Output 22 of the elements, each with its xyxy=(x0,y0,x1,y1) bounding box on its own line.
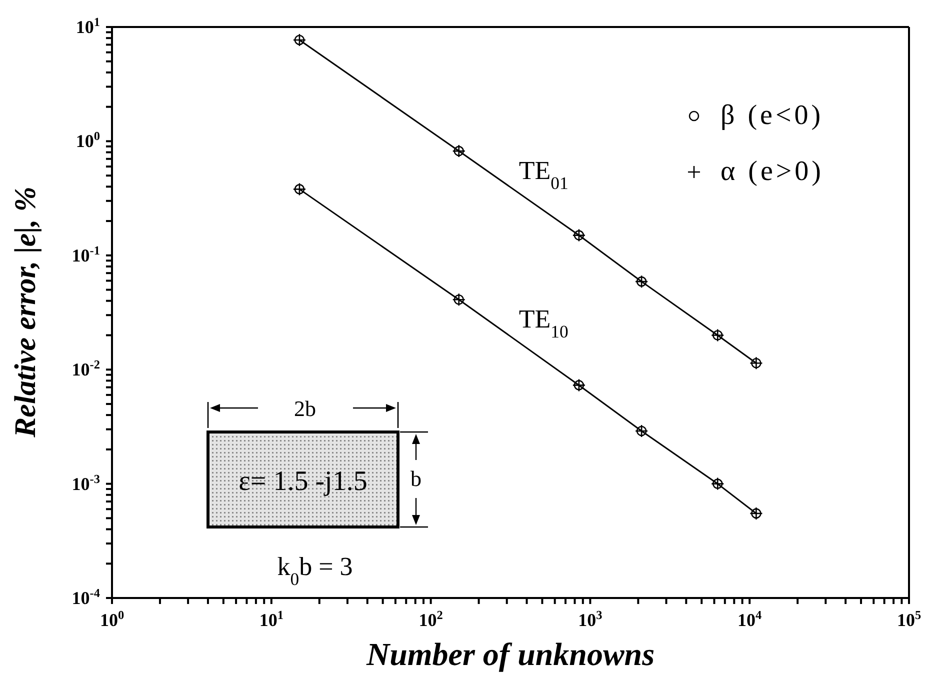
y-tick-label: 10$^{-4}$ xyxy=(72,586,100,608)
y-tick-label: 10$^{-3}$ xyxy=(72,472,100,494)
annotation: ε= 1.5 -j1.5 xyxy=(238,466,368,497)
x-tick-label: 10$^{4}$ xyxy=(738,608,762,630)
x-tick-label: 10$^{5}$ xyxy=(896,608,922,630)
y-tick-label: 10$^{-1}$ xyxy=(72,243,100,266)
annotation: k$_{0}$b = 3 xyxy=(277,552,353,589)
legend-label: α (e>0) xyxy=(720,156,824,188)
annotation: b xyxy=(410,466,422,491)
y-tick-label: 10$^{1}$ xyxy=(76,15,100,37)
legend-label: β (e<0) xyxy=(720,100,824,132)
x-tick-label: 10$^{0}$ xyxy=(100,608,124,630)
series-label: TE$_{10}$ xyxy=(518,304,568,342)
series-label: TE$_{01}$ xyxy=(518,156,568,194)
x-axis-title: Number of unknowns xyxy=(366,636,655,672)
x-tick-label: 10$^{2}$ xyxy=(418,608,443,630)
annotation: 2b xyxy=(294,396,316,421)
y-axis-title: Relative error, |e|, % xyxy=(9,186,42,438)
y-tick-label: 10$^{-2}$ xyxy=(72,358,100,380)
x-tick-label: 10$^{1}$ xyxy=(259,608,284,630)
y-tick-label: 10$^{0}$ xyxy=(76,129,100,152)
x-tick-label: 10$^{3}$ xyxy=(578,608,602,630)
